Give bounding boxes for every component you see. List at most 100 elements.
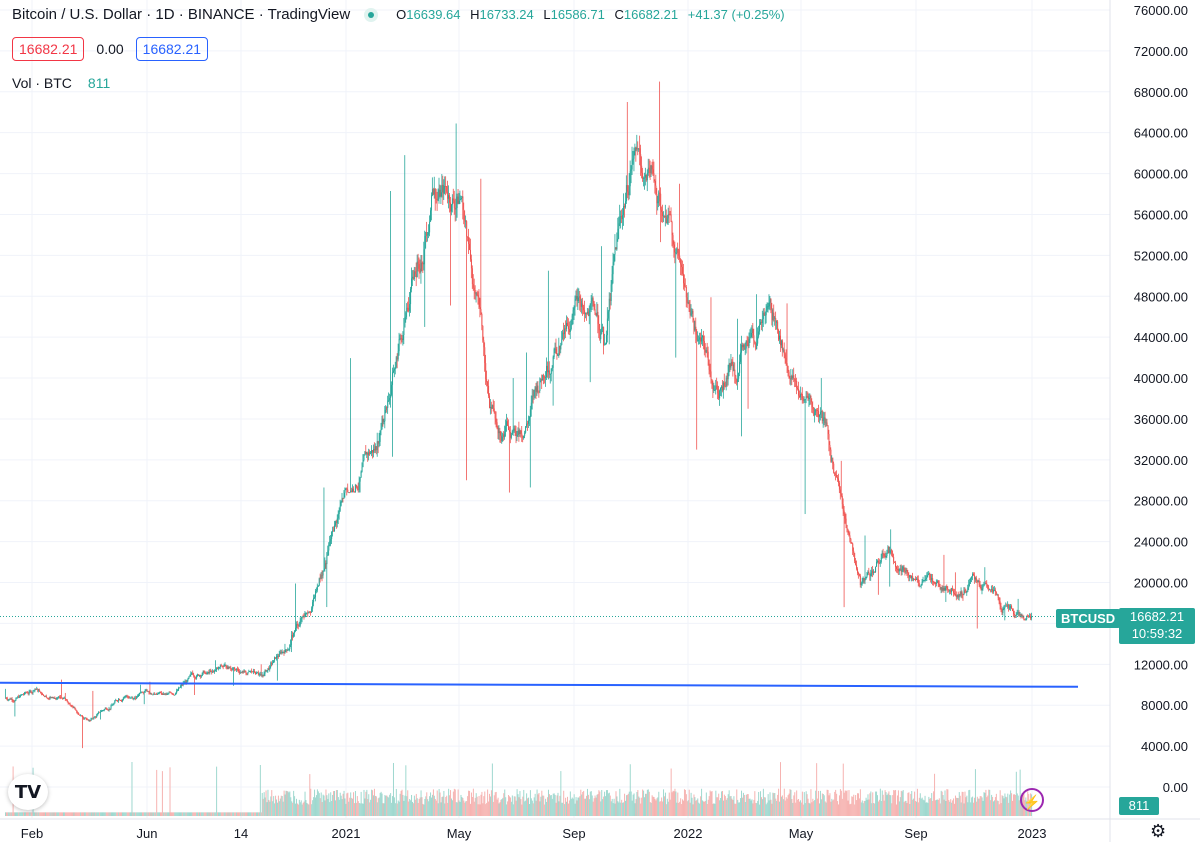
lightning-icon[interactable]: ⚡ [1020, 788, 1044, 812]
volume-bar [450, 798, 452, 816]
candle-body [282, 651, 284, 653]
volume-bar [833, 799, 835, 816]
volume-bar [30, 812, 32, 816]
countdown-label: 10:59:32 [1131, 626, 1183, 641]
volume-bar [231, 812, 233, 816]
sell-button[interactable]: 16682.21 [12, 37, 85, 61]
gear-icon[interactable]: ⚙ [1150, 821, 1167, 841]
volume-bar [316, 789, 318, 816]
candle-body [166, 693, 168, 695]
candle-body [834, 472, 836, 475]
candle-body [857, 572, 859, 575]
candle-body [184, 681, 186, 683]
buy-button[interactable]: 16682.21 [135, 37, 209, 61]
volume-bar [815, 790, 817, 816]
volume-bar [287, 791, 289, 816]
candle-body [359, 477, 361, 482]
candle-body [921, 581, 923, 585]
candle-body [898, 569, 900, 572]
candle-body [502, 434, 504, 438]
candle-body [608, 298, 610, 312]
volume-bar [123, 812, 125, 816]
market-status-icon[interactable] [364, 7, 379, 22]
candle-body [661, 209, 663, 213]
candle-body [448, 195, 450, 199]
volume-bar [8, 812, 10, 816]
close-value: 16682.21 [623, 7, 679, 22]
volume-bar [114, 812, 116, 816]
candle-body [999, 601, 1001, 606]
volume-bar [398, 801, 400, 816]
volume-bar [516, 789, 518, 816]
candle-body [163, 693, 165, 695]
candle-body [572, 310, 574, 316]
volume-bar [569, 791, 571, 816]
candle-body [267, 668, 269, 671]
time-tick-label: May [789, 826, 814, 841]
volume-bar [608, 792, 610, 816]
candle-body [54, 698, 56, 699]
candle-body [803, 399, 805, 401]
volume-bar [536, 789, 538, 816]
candle-body [557, 354, 559, 356]
volume-bar [285, 790, 287, 816]
chart-title[interactable]: Bitcoin / U.S. Dollar · 1D · BINANCE · T… [12, 6, 351, 23]
candle-body [691, 310, 693, 314]
candle-body [458, 200, 460, 204]
candle-body [788, 371, 790, 379]
candle-body [908, 575, 910, 578]
volume-bar [821, 793, 823, 816]
candle-body [666, 218, 668, 224]
volume-bar [13, 812, 15, 816]
candle-body [668, 213, 670, 215]
candle-body [78, 713, 80, 715]
volume-bar [386, 795, 388, 816]
candle-body [667, 213, 669, 219]
candle-body [105, 708, 107, 710]
candle-body [108, 708, 110, 711]
candle-body [498, 431, 500, 434]
candle-body [116, 700, 118, 701]
candle-body [866, 572, 868, 577]
volume-bar [338, 799, 340, 816]
volume-bar [471, 797, 473, 816]
candle-body [506, 421, 508, 427]
candle-body [53, 698, 55, 699]
volume-bar [827, 789, 829, 816]
volume-bar [856, 800, 858, 816]
candle-body [837, 477, 839, 479]
volume-bar [457, 789, 459, 816]
candle-body [468, 237, 470, 244]
volume-bar [179, 812, 181, 816]
volume-bar [117, 812, 119, 816]
candle-body [159, 692, 161, 693]
candle-body [625, 201, 627, 208]
volume-bar [415, 793, 417, 816]
candle-body [540, 378, 542, 381]
candle-body [275, 657, 277, 659]
volume-bar [485, 804, 487, 816]
candle-body [1022, 615, 1024, 619]
candle-body [45, 695, 47, 698]
volume-bar [513, 796, 515, 816]
candle-body [287, 650, 289, 652]
volume-bar [260, 812, 262, 816]
candle-body [363, 455, 365, 461]
volume-bar [881, 790, 883, 816]
candle-body [973, 574, 975, 576]
candle-body [569, 329, 571, 333]
volume-bar [603, 796, 605, 816]
candle-body [713, 390, 715, 392]
tradingview-logo-icon[interactable]: TV [8, 774, 48, 810]
candle-body [419, 268, 421, 273]
volume-bar [586, 795, 588, 816]
volume-bar [101, 812, 103, 816]
candle-body [716, 385, 718, 387]
candle-body [217, 668, 219, 670]
candle-body [158, 692, 160, 695]
volume-label[interactable]: Vol · BTC [12, 75, 72, 91]
volume-bar [428, 801, 430, 816]
candle-body [838, 482, 840, 490]
candle-body [839, 489, 841, 494]
